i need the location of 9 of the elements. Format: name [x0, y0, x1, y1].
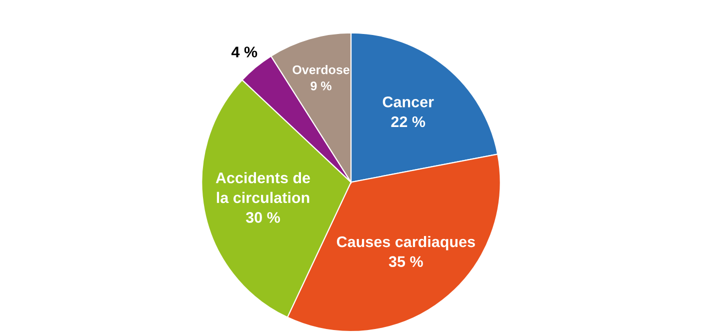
- data-label: 35 %: [388, 256, 423, 267]
- slice-label: Accidents de la circulation: [216, 172, 310, 204]
- data-label: 9 %: [310, 82, 332, 90]
- data-label: 4 %: [231, 46, 258, 58]
- slice-label: Overdose: [292, 65, 350, 74]
- data-label: 22 %: [391, 116, 426, 128]
- data-label: 30 %: [246, 212, 280, 223]
- slice-label: Cancer: [382, 96, 434, 108]
- slice-label: Causes cardiaques: [336, 236, 475, 250]
